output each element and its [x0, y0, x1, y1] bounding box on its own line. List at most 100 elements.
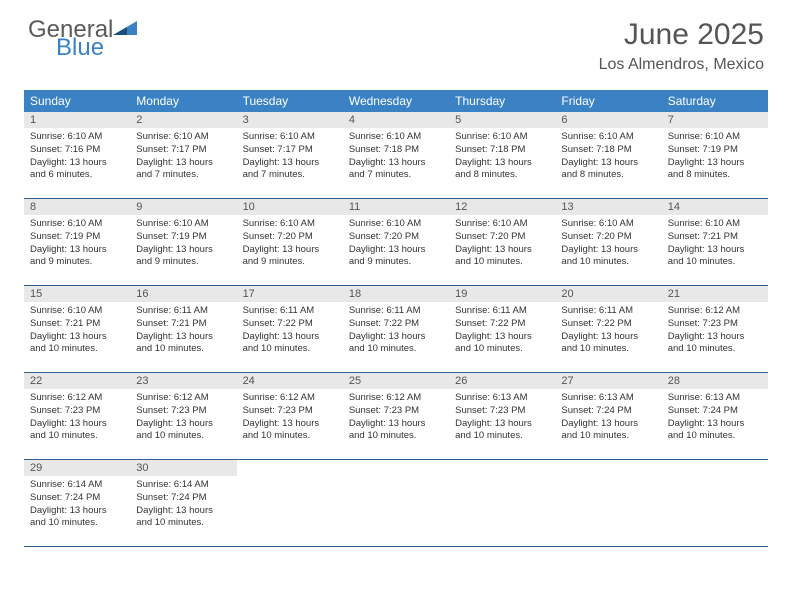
- day-number: 10: [237, 199, 343, 215]
- daylight-line: Daylight: 13 hours and 10 minutes.: [561, 331, 655, 357]
- day-number: 17: [237, 286, 343, 302]
- day-number: 14: [662, 199, 768, 215]
- sunset-line: Sunset: 7:19 PM: [136, 231, 230, 244]
- day-cell: 11Sunrise: 6:10 AMSunset: 7:20 PMDayligh…: [343, 199, 449, 285]
- day-body: Sunrise: 6:10 AMSunset: 7:20 PMDaylight:…: [343, 215, 449, 273]
- day-body: Sunrise: 6:10 AMSunset: 7:17 PMDaylight:…: [130, 128, 236, 186]
- day-number: 24: [237, 373, 343, 389]
- day-number: 30: [130, 460, 236, 476]
- sunrise-line: Sunrise: 6:14 AM: [30, 479, 124, 492]
- day-body: Sunrise: 6:10 AMSunset: 7:21 PMDaylight:…: [24, 302, 130, 360]
- day-body: Sunrise: 6:10 AMSunset: 7:20 PMDaylight:…: [449, 215, 555, 273]
- sunset-line: Sunset: 7:18 PM: [455, 144, 549, 157]
- daylight-line: Daylight: 13 hours and 10 minutes.: [455, 244, 549, 270]
- sunrise-line: Sunrise: 6:12 AM: [136, 392, 230, 405]
- day-number: 21: [662, 286, 768, 302]
- day-body: Sunrise: 6:10 AMSunset: 7:18 PMDaylight:…: [343, 128, 449, 186]
- daylight-line: Daylight: 13 hours and 8 minutes.: [668, 157, 762, 183]
- day-header: Saturday: [662, 90, 768, 112]
- sunset-line: Sunset: 7:21 PM: [136, 318, 230, 331]
- day-body: Sunrise: 6:11 AMSunset: 7:22 PMDaylight:…: [237, 302, 343, 360]
- day-body: Sunrise: 6:12 AMSunset: 7:23 PMDaylight:…: [343, 389, 449, 447]
- day-header: Monday: [130, 90, 236, 112]
- day-cell: 20Sunrise: 6:11 AMSunset: 7:22 PMDayligh…: [555, 286, 661, 372]
- daylight-line: Daylight: 13 hours and 9 minutes.: [136, 244, 230, 270]
- day-cell: 1Sunrise: 6:10 AMSunset: 7:16 PMDaylight…: [24, 112, 130, 198]
- daylight-line: Daylight: 13 hours and 10 minutes.: [243, 418, 337, 444]
- daylight-line: Daylight: 13 hours and 10 minutes.: [455, 418, 549, 444]
- daylight-line: Daylight: 13 hours and 7 minutes.: [136, 157, 230, 183]
- day-cell: 6Sunrise: 6:10 AMSunset: 7:18 PMDaylight…: [555, 112, 661, 198]
- day-cell: 22Sunrise: 6:12 AMSunset: 7:23 PMDayligh…: [24, 373, 130, 459]
- sunrise-line: Sunrise: 6:10 AM: [349, 218, 443, 231]
- sunrise-line: Sunrise: 6:10 AM: [668, 131, 762, 144]
- daylight-line: Daylight: 13 hours and 6 minutes.: [30, 157, 124, 183]
- sunset-line: Sunset: 7:23 PM: [349, 405, 443, 418]
- day-cell: 5Sunrise: 6:10 AMSunset: 7:18 PMDaylight…: [449, 112, 555, 198]
- day-cell: 21Sunrise: 6:12 AMSunset: 7:23 PMDayligh…: [662, 286, 768, 372]
- sunset-line: Sunset: 7:17 PM: [136, 144, 230, 157]
- day-number: 3: [237, 112, 343, 128]
- day-body: Sunrise: 6:10 AMSunset: 7:19 PMDaylight:…: [130, 215, 236, 273]
- daylight-line: Daylight: 13 hours and 10 minutes.: [136, 418, 230, 444]
- sunset-line: Sunset: 7:22 PM: [243, 318, 337, 331]
- day-body: Sunrise: 6:10 AMSunset: 7:20 PMDaylight:…: [237, 215, 343, 273]
- week-row: 15Sunrise: 6:10 AMSunset: 7:21 PMDayligh…: [24, 286, 768, 373]
- day-body: Sunrise: 6:11 AMSunset: 7:22 PMDaylight:…: [449, 302, 555, 360]
- day-number: 2: [130, 112, 236, 128]
- sunrise-line: Sunrise: 6:10 AM: [30, 131, 124, 144]
- day-body: Sunrise: 6:10 AMSunset: 7:19 PMDaylight:…: [662, 128, 768, 186]
- sunset-line: Sunset: 7:20 PM: [243, 231, 337, 244]
- day-body: Sunrise: 6:10 AMSunset: 7:17 PMDaylight:…: [237, 128, 343, 186]
- empty-cell: [343, 460, 449, 546]
- sunset-line: Sunset: 7:24 PM: [136, 492, 230, 505]
- week-row: 29Sunrise: 6:14 AMSunset: 7:24 PMDayligh…: [24, 460, 768, 547]
- month-title: June 2025: [599, 18, 764, 52]
- sunset-line: Sunset: 7:16 PM: [30, 144, 124, 157]
- day-number: 8: [24, 199, 130, 215]
- day-body: Sunrise: 6:10 AMSunset: 7:18 PMDaylight:…: [555, 128, 661, 186]
- day-number: 6: [555, 112, 661, 128]
- day-body: Sunrise: 6:10 AMSunset: 7:18 PMDaylight:…: [449, 128, 555, 186]
- sunrise-line: Sunrise: 6:11 AM: [455, 305, 549, 318]
- daylight-line: Daylight: 13 hours and 10 minutes.: [349, 331, 443, 357]
- day-number: 23: [130, 373, 236, 389]
- day-number: 5: [449, 112, 555, 128]
- sunset-line: Sunset: 7:18 PM: [349, 144, 443, 157]
- sunrise-line: Sunrise: 6:10 AM: [668, 218, 762, 231]
- day-body: Sunrise: 6:12 AMSunset: 7:23 PMDaylight:…: [130, 389, 236, 447]
- day-cell: 25Sunrise: 6:12 AMSunset: 7:23 PMDayligh…: [343, 373, 449, 459]
- sunrise-line: Sunrise: 6:10 AM: [136, 218, 230, 231]
- day-cell: 14Sunrise: 6:10 AMSunset: 7:21 PMDayligh…: [662, 199, 768, 285]
- day-body: Sunrise: 6:13 AMSunset: 7:24 PMDaylight:…: [555, 389, 661, 447]
- daylight-line: Daylight: 13 hours and 10 minutes.: [455, 331, 549, 357]
- day-cell: 2Sunrise: 6:10 AMSunset: 7:17 PMDaylight…: [130, 112, 236, 198]
- sunrise-line: Sunrise: 6:10 AM: [455, 131, 549, 144]
- day-number: 13: [555, 199, 661, 215]
- sunrise-line: Sunrise: 6:13 AM: [561, 392, 655, 405]
- day-header: Friday: [555, 90, 661, 112]
- sunrise-line: Sunrise: 6:10 AM: [30, 305, 124, 318]
- sunrise-line: Sunrise: 6:11 AM: [349, 305, 443, 318]
- daylight-line: Daylight: 13 hours and 10 minutes.: [561, 244, 655, 270]
- day-header: Thursday: [449, 90, 555, 112]
- location: Los Almendros, Mexico: [599, 56, 764, 74]
- sunrise-line: Sunrise: 6:10 AM: [561, 218, 655, 231]
- logo: General Blue: [28, 18, 137, 60]
- sunrise-line: Sunrise: 6:12 AM: [243, 392, 337, 405]
- logo-text-blue: Blue: [56, 36, 137, 60]
- daylight-line: Daylight: 13 hours and 10 minutes.: [136, 331, 230, 357]
- day-body: Sunrise: 6:11 AMSunset: 7:21 PMDaylight:…: [130, 302, 236, 360]
- sunrise-line: Sunrise: 6:10 AM: [136, 131, 230, 144]
- daylight-line: Daylight: 13 hours and 10 minutes.: [349, 418, 443, 444]
- day-number: 25: [343, 373, 449, 389]
- day-number: 16: [130, 286, 236, 302]
- day-cell: 8Sunrise: 6:10 AMSunset: 7:19 PMDaylight…: [24, 199, 130, 285]
- day-number: 29: [24, 460, 130, 476]
- sunset-line: Sunset: 7:19 PM: [668, 144, 762, 157]
- daylight-line: Daylight: 13 hours and 10 minutes.: [136, 505, 230, 531]
- daylight-line: Daylight: 13 hours and 7 minutes.: [243, 157, 337, 183]
- sunset-line: Sunset: 7:22 PM: [561, 318, 655, 331]
- day-body: Sunrise: 6:14 AMSunset: 7:24 PMDaylight:…: [24, 476, 130, 534]
- daylight-line: Daylight: 13 hours and 10 minutes.: [668, 244, 762, 270]
